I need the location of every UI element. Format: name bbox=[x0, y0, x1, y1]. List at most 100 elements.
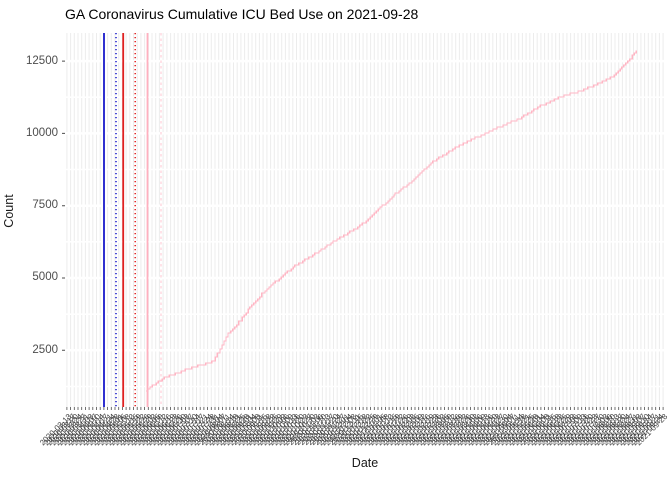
x-tick-label: 2021-06-04 bbox=[511, 412, 548, 448]
x-tick-label: 2020-03-13 bbox=[37, 412, 74, 448]
x-tick-label: 2020-10-13 bbox=[263, 412, 300, 448]
x-tick-label: 2020-12-29 bbox=[345, 412, 381, 448]
x-tick-label: 2021-01-22 bbox=[371, 412, 407, 448]
x-tick-label: 2021-01-08 bbox=[356, 412, 392, 448]
x-tick-label: 2020-10-20 bbox=[271, 412, 307, 448]
x-tick-label: 2021-09-10 bbox=[615, 412, 651, 448]
x-tick-label: 2020-04-07 bbox=[63, 412, 100, 448]
x-tick-label: 2021-01-05 bbox=[352, 412, 389, 448]
x-tick-label: 2020-06-05 bbox=[126, 412, 163, 448]
x-tick-label: 2021-04-30 bbox=[474, 412, 511, 448]
x-tick-label: 2021-07-23 bbox=[563, 412, 600, 448]
x-tick-label: 2020-08-11 bbox=[197, 412, 233, 447]
x-tick-label: 2021-01-15 bbox=[363, 412, 400, 448]
x-tick-label: 2020-05-26 bbox=[115, 412, 151, 448]
x-tick-label: 2021-07-16 bbox=[556, 412, 592, 448]
x-tick-label: 2021-04-20 bbox=[463, 412, 500, 448]
x-tick-label: 2020-05-05 bbox=[93, 412, 129, 448]
x-tick-label: 2020-09-01 bbox=[219, 412, 255, 448]
x-tick-label: 2020-09-22 bbox=[241, 412, 277, 448]
y-tick-label: 12500 bbox=[26, 54, 58, 67]
x-tick-label: 2021-02-12 bbox=[393, 412, 429, 448]
x-tick-label: 2020-10-06 bbox=[256, 412, 292, 448]
plot-area bbox=[62, 33, 665, 410]
x-tick-label: 2020-11-27 bbox=[312, 412, 348, 447]
x-tick-label: 2020-08-18 bbox=[204, 412, 240, 448]
y-tick-label: 7500 bbox=[32, 199, 58, 212]
x-tick-label: 2021-08-31 bbox=[604, 412, 640, 448]
x-tick-label: 2020-06-30 bbox=[152, 412, 189, 448]
x-tick-label: 2020-04-24 bbox=[82, 412, 118, 448]
x-tick-label: 2020-03-17 bbox=[41, 412, 77, 448]
x-tick-label: 2020-06-26 bbox=[149, 412, 185, 448]
x-tick-label: 2021-07-02 bbox=[541, 412, 577, 448]
x-tick-label: 2020-10-09 bbox=[260, 412, 296, 448]
x-tick-label: 2020-11-03 bbox=[286, 412, 322, 447]
x-tick-label: 2021-08-27 bbox=[600, 412, 637, 448]
x-tick-label: 2021-02-16 bbox=[397, 412, 433, 448]
x-tick-label: 2020-03-20 bbox=[45, 412, 81, 448]
x-tick-label: 2020-05-12 bbox=[100, 412, 137, 448]
x-tick-label: 2021-04-13 bbox=[456, 412, 492, 448]
x-tick-label: 2020-07-21 bbox=[174, 412, 211, 448]
x-tick-label: 2020-08-14 bbox=[200, 412, 237, 448]
x-tick-label: 2021-01-29 bbox=[378, 412, 414, 448]
plot-panel bbox=[62, 33, 665, 413]
x-tick-label: 2020-12-08 bbox=[323, 412, 359, 448]
x-tick-label: 2020-09-18 bbox=[237, 412, 274, 448]
x-tick-label: 2020-10-30 bbox=[282, 412, 318, 448]
x-tick-label: 2020-08-07 bbox=[193, 412, 229, 448]
x-tick-label: 2020-05-01 bbox=[89, 412, 126, 448]
x-tick-label: 2020-05-29 bbox=[119, 412, 155, 448]
x-tick-label: 2020-06-23 bbox=[145, 412, 181, 448]
x-tick-label: 2020-12-25 bbox=[341, 412, 377, 448]
x-tick-label: 2020-12-18 bbox=[334, 412, 370, 448]
x-tick-label: 2021-01-26 bbox=[374, 412, 411, 448]
x-tick-label: 2020-06-02 bbox=[123, 412, 159, 448]
x-tick-label: 2020-12-01 bbox=[315, 412, 351, 448]
x-tick-label: 2020-09-04 bbox=[223, 412, 259, 448]
x-tick-label: 2021-06-11 bbox=[519, 412, 555, 447]
x-tick-label: 2021-05-21 bbox=[497, 412, 533, 448]
x-tick-label: 2021-04-27 bbox=[471, 412, 507, 448]
y-tick-label: 10000 bbox=[26, 126, 58, 139]
x-tick-label: 2021-03-05 bbox=[415, 412, 451, 448]
x-tick-label: 2021-03-23 bbox=[434, 412, 470, 448]
x-tick-label: 2020-07-24 bbox=[178, 412, 214, 448]
x-tick-label: 2020-09-25 bbox=[245, 412, 281, 448]
x-tick-label: 2020-11-17 bbox=[301, 412, 337, 447]
x-tick-label: 2021-07-06 bbox=[545, 412, 581, 448]
x-tick-label: 2021-07-13 bbox=[552, 412, 589, 448]
x-tick-label: 2021-06-01 bbox=[508, 412, 544, 448]
x-tick-label: 2021-06-15 bbox=[523, 412, 559, 448]
x-tick-label: 2020-04-17 bbox=[74, 412, 111, 448]
x-tick-label: 2021-09-28 bbox=[634, 412, 670, 448]
x-tick-label: 2020-11-24 bbox=[308, 412, 344, 447]
x-tick-label: 2021-07-20 bbox=[560, 412, 596, 448]
x-tick-label: 2020-12-11 bbox=[327, 412, 363, 447]
x-tick-label: 2020-08-28 bbox=[215, 412, 251, 448]
x-tick-label: 2021-04-06 bbox=[449, 412, 485, 448]
x-tick-label: 2020-08-21 bbox=[208, 412, 244, 448]
x-tick-label: 2021-05-04 bbox=[478, 412, 514, 448]
x-tick-label: 2021-09-14 bbox=[619, 412, 655, 448]
x-tick-label: 2020-05-08 bbox=[97, 412, 133, 448]
x-tick-label: 2020-05-19 bbox=[108, 412, 144, 448]
x-tick-label: 2020-03-27 bbox=[52, 412, 89, 448]
x-tick-label: 2020-10-23 bbox=[274, 412, 311, 448]
x-tick-label: 2020-03-31 bbox=[56, 412, 92, 448]
x-tick-label: 2020-06-19 bbox=[141, 412, 177, 448]
x-tick-label: 2021-01-12 bbox=[360, 412, 396, 448]
x-tick-label: 2020-06-16 bbox=[137, 412, 174, 448]
x-tick-label: 2021-03-12 bbox=[423, 412, 459, 448]
x-axis-title: Date bbox=[351, 456, 379, 470]
x-tick-label: 2021-08-03 bbox=[574, 412, 611, 448]
x-tick-label: 2021-04-02 bbox=[445, 412, 481, 448]
x-tick-label: 2021-06-18 bbox=[526, 412, 563, 448]
x-tick-label: 2021-08-06 bbox=[578, 412, 614, 448]
x-tick-label: 2021-03-30 bbox=[441, 412, 477, 448]
x-tick-label: 2020-11-06 bbox=[290, 412, 326, 447]
x-tick-label: 2020-08-25 bbox=[211, 412, 248, 448]
x-tick-label: 2021-02-19 bbox=[400, 412, 437, 448]
x-tick-label: 2021-08-24 bbox=[597, 412, 633, 448]
